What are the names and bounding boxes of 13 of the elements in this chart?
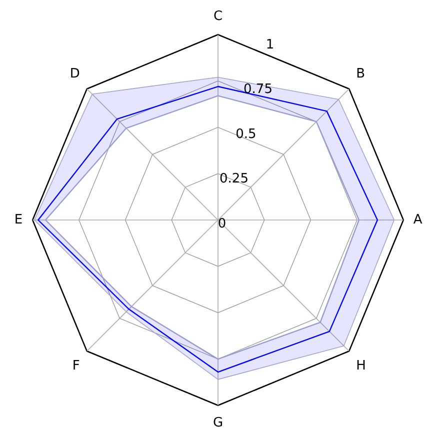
spoke-label: F [72,358,80,374]
y-tick-label: 0.25 [220,172,248,187]
y-tick-label: 0.5 [236,126,256,142]
spoke-label: A [413,212,422,228]
y-tick-label: 1 [266,37,274,52]
spoke-label: B [356,66,366,82]
spoke-label: H [356,358,366,374]
spoke-label: C [213,9,223,24]
spoke-label: D [70,66,80,82]
y-tick-label: 0 [218,216,226,232]
spoke-label: E [14,212,23,228]
spoke-label: G [212,416,224,431]
y-tick-label: 0.75 [244,82,272,98]
